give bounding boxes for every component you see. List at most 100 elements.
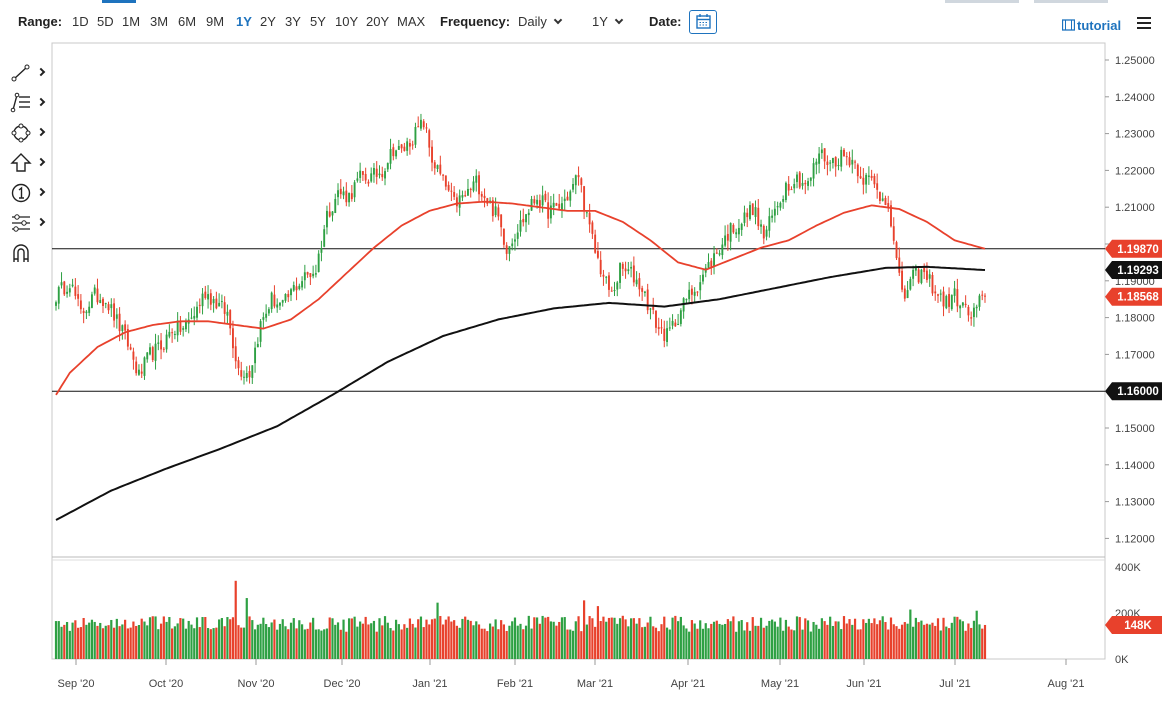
candle-body <box>585 212 588 214</box>
volume-bar <box>204 617 207 659</box>
candle-body <box>464 195 467 197</box>
candle-body <box>66 291 69 294</box>
candle-body <box>375 168 378 177</box>
hamburger-menu-icon[interactable] <box>1137 17 1151 29</box>
candle-body <box>439 164 442 174</box>
candle-body <box>984 295 986 297</box>
time-tick-label: Jan '21 <box>412 678 447 690</box>
tutorial-link[interactable]: tutorial <box>1061 18 1121 33</box>
range-button-1m[interactable]: 1M <box>122 14 141 29</box>
candle-body <box>267 309 270 314</box>
candle-body <box>923 267 926 273</box>
volume-bar <box>209 629 212 659</box>
volume-bar <box>505 630 508 659</box>
candle-body <box>63 281 66 295</box>
candle-body <box>591 222 594 234</box>
volume-bar <box>115 618 118 659</box>
trendline-tool[interactable] <box>10 62 46 84</box>
volume-bar <box>848 619 851 659</box>
volume-bar <box>718 623 721 659</box>
candle-body <box>339 188 342 195</box>
volume-bar <box>773 621 776 659</box>
shapes-tool[interactable] <box>10 122 46 144</box>
volume-bar <box>453 620 456 659</box>
range-button-5y[interactable]: 5Y <box>310 14 326 29</box>
range-button-20y[interactable]: 20Y <box>366 14 390 29</box>
candle-body <box>555 203 558 206</box>
candle-body <box>348 192 351 203</box>
candle-body <box>702 274 704 282</box>
volume-bar <box>914 617 917 659</box>
volume-bar <box>491 626 494 659</box>
period-value: 1Y <box>592 14 608 29</box>
volume-bar <box>853 618 857 659</box>
volume-bar <box>226 617 229 659</box>
fibonacci-tool[interactable] <box>10 92 46 114</box>
volume-bar <box>466 619 470 659</box>
range-button-10y[interactable]: 10Y <box>335 14 359 29</box>
arrow-tool[interactable] <box>10 152 46 174</box>
range-button-6m[interactable]: 6M <box>178 14 197 29</box>
frequency-dropdown[interactable]: Daily <box>518 14 563 29</box>
range-button-3m[interactable]: 3M <box>150 14 169 29</box>
range-button-9m[interactable]: 9M <box>206 14 225 29</box>
candle-body <box>378 173 381 176</box>
volume-bar <box>906 623 909 659</box>
candle-body <box>870 175 873 178</box>
magnet-tool[interactable] <box>10 242 46 264</box>
volume-bar <box>765 625 768 659</box>
candle-body <box>677 323 680 325</box>
volume-bar <box>328 617 331 659</box>
candle-body <box>820 149 823 154</box>
candle-body <box>295 286 298 291</box>
chart-frame <box>51 42 1106 660</box>
candle-body <box>660 327 663 329</box>
candle-body <box>478 175 480 195</box>
volume-bar <box>693 623 696 659</box>
date-picker-button[interactable] <box>689 10 717 34</box>
price-tick-label: 1.20000 <box>1115 239 1155 251</box>
volume-bar <box>165 621 168 659</box>
frequency-label: Frequency: <box>440 14 511 29</box>
volume-bar <box>865 622 868 659</box>
candle-body <box>395 150 398 157</box>
numbered-marker-tool[interactable] <box>10 182 46 204</box>
ma-short-line <box>55 200 986 396</box>
candle-body <box>928 274 931 279</box>
volume-bar <box>580 631 583 659</box>
range-button-3y[interactable]: 3Y <box>285 14 301 29</box>
candle-body <box>732 224 735 233</box>
top-tab <box>1034 0 1108 3</box>
price-tick-label: 1.16000 <box>1115 386 1155 398</box>
volume-bar <box>154 616 157 659</box>
range-button-max[interactable]: MAX <box>397 14 426 29</box>
candle-body <box>679 310 682 324</box>
candle-body <box>115 314 118 319</box>
candle-body <box>566 196 569 201</box>
candle-body <box>522 218 525 223</box>
candle-body <box>414 126 417 145</box>
volume-bar <box>588 616 591 659</box>
range-button-1d[interactable]: 1D <box>72 14 89 29</box>
candle-body <box>699 282 702 291</box>
volume-bar <box>920 620 923 659</box>
volume-bar <box>500 620 503 659</box>
volume-bar <box>419 616 423 659</box>
candle-body <box>143 357 146 376</box>
arrow-up-icon <box>10 153 32 172</box>
volume-bar <box>743 630 746 659</box>
range-button-2y[interactable]: 2Y <box>260 14 276 29</box>
candle-body <box>256 343 259 348</box>
volume-bar <box>68 630 71 659</box>
candle-body <box>223 302 226 314</box>
volume-bar <box>455 625 459 659</box>
period-dropdown[interactable]: 1Y <box>592 14 624 29</box>
candle-body <box>906 290 909 299</box>
volume-bar <box>889 617 893 659</box>
volume-bar <box>215 627 218 659</box>
indicator-settings-tool[interactable] <box>10 212 46 234</box>
range-button-1y[interactable]: 1Y <box>236 14 252 29</box>
range-button-5d[interactable]: 5D <box>97 14 114 29</box>
volume-bar <box>309 622 312 659</box>
candle-body <box>563 198 566 202</box>
